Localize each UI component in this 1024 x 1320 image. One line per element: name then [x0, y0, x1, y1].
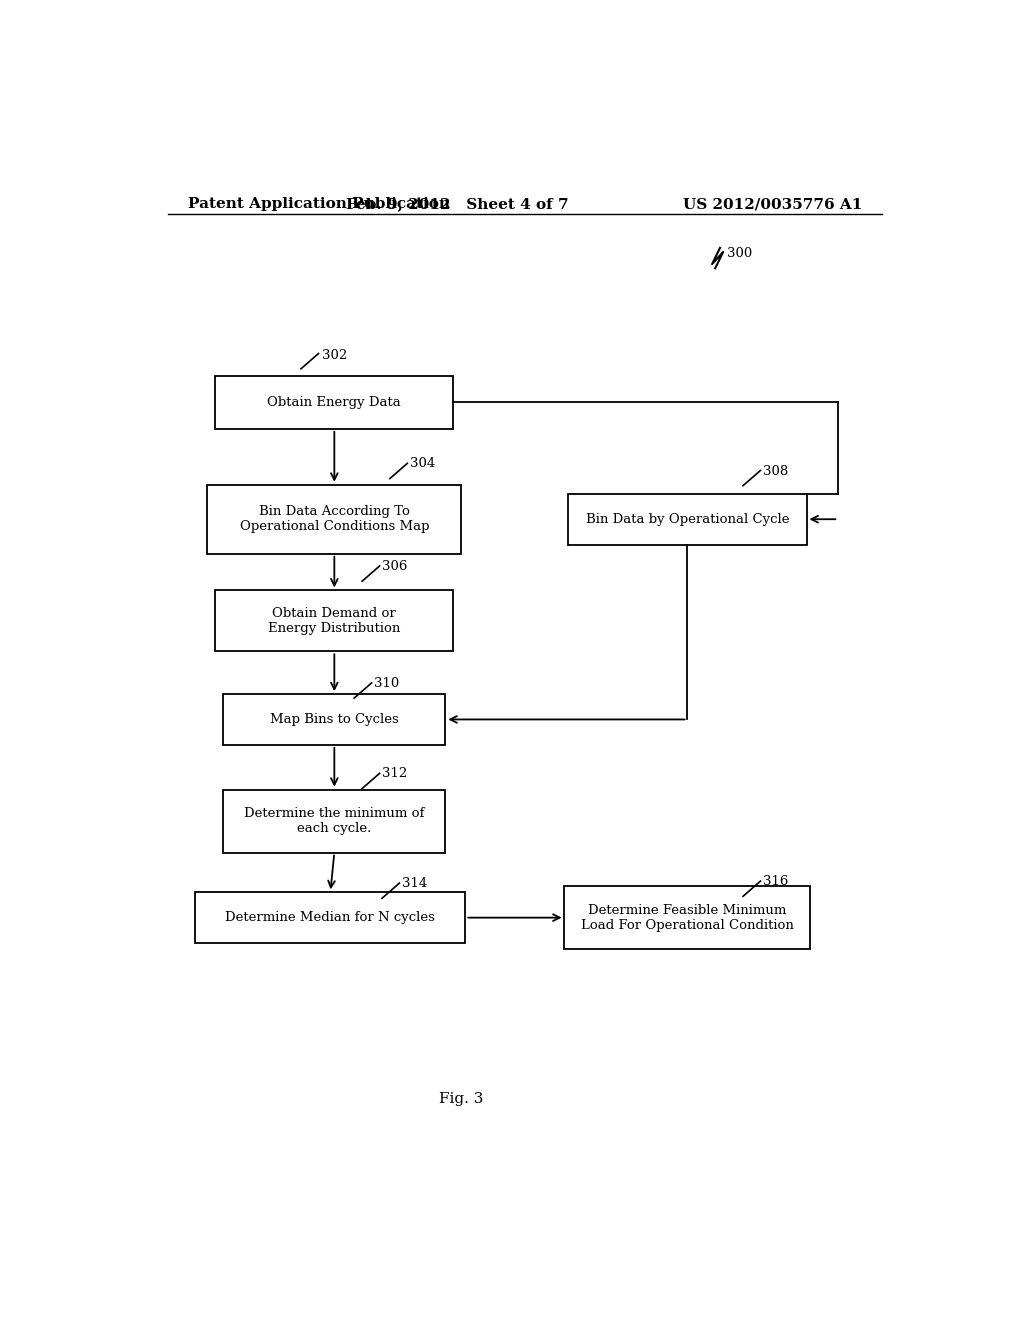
- FancyBboxPatch shape: [568, 494, 807, 545]
- Text: Obtain Demand or
Energy Distribution: Obtain Demand or Energy Distribution: [268, 607, 400, 635]
- Text: Fig. 3: Fig. 3: [439, 1092, 483, 1106]
- Text: 308: 308: [763, 465, 788, 478]
- Text: 304: 304: [410, 458, 435, 470]
- Text: US 2012/0035776 A1: US 2012/0035776 A1: [683, 197, 862, 211]
- Text: Determine the minimum of
each cycle.: Determine the minimum of each cycle.: [244, 807, 425, 836]
- Text: 300: 300: [727, 247, 753, 260]
- FancyBboxPatch shape: [223, 789, 445, 853]
- Text: Patent Application Publication: Patent Application Publication: [187, 197, 450, 211]
- FancyBboxPatch shape: [215, 376, 454, 429]
- FancyBboxPatch shape: [564, 886, 810, 949]
- FancyBboxPatch shape: [196, 892, 465, 942]
- Text: 306: 306: [382, 560, 408, 573]
- Text: 312: 312: [382, 767, 408, 780]
- Text: Obtain Energy Data: Obtain Energy Data: [267, 396, 401, 409]
- FancyBboxPatch shape: [207, 484, 462, 554]
- FancyBboxPatch shape: [223, 694, 445, 744]
- Text: Determine Feasible Minimum
Load For Operational Condition: Determine Feasible Minimum Load For Oper…: [581, 904, 794, 932]
- Text: 316: 316: [763, 875, 788, 888]
- Text: 310: 310: [374, 677, 399, 690]
- FancyBboxPatch shape: [215, 590, 454, 651]
- Text: 302: 302: [323, 348, 348, 362]
- Text: 314: 314: [401, 878, 427, 890]
- Text: Bin Data According To
Operational Conditions Map: Bin Data According To Operational Condit…: [240, 506, 429, 533]
- Text: Bin Data by Operational Cycle: Bin Data by Operational Cycle: [586, 512, 790, 525]
- Text: Feb. 9, 2012   Sheet 4 of 7: Feb. 9, 2012 Sheet 4 of 7: [346, 197, 568, 211]
- Text: Determine Median for N cycles: Determine Median for N cycles: [225, 911, 435, 924]
- Text: Map Bins to Cycles: Map Bins to Cycles: [270, 713, 398, 726]
